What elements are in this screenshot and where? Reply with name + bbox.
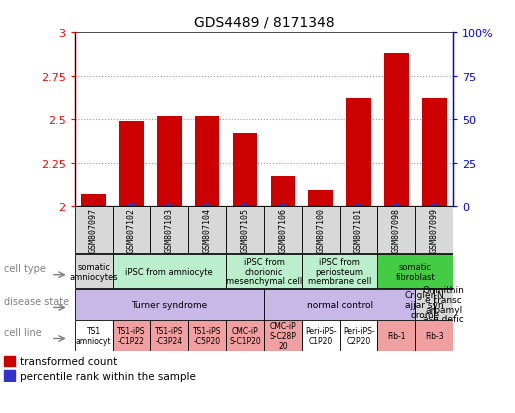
Bar [188, 207, 226, 254]
Bar [302, 320, 340, 351]
Text: GSM807101: GSM807101 [354, 208, 363, 253]
Text: TS1-iPS
-C3P24: TS1-iPS -C3P24 [155, 326, 183, 345]
Bar [264, 290, 415, 320]
Bar [242, 204, 248, 206]
Bar [302, 254, 377, 289]
Text: iPSC from
periosteum
membrane cell: iPSC from periosteum membrane cell [308, 257, 371, 286]
Bar [75, 207, 112, 254]
Bar [308, 191, 333, 206]
Bar [415, 290, 434, 320]
Text: somatic
amniocytes: somatic amniocytes [70, 262, 118, 281]
Text: GSM807099: GSM807099 [430, 208, 439, 253]
Bar [75, 290, 264, 320]
Bar [4, 370, 15, 381]
Bar [226, 254, 302, 289]
Text: GSM807102: GSM807102 [127, 208, 136, 253]
Bar [264, 207, 302, 254]
Bar [75, 254, 112, 289]
Bar [346, 99, 371, 206]
Bar [280, 205, 286, 206]
Text: GSM807104: GSM807104 [203, 208, 212, 253]
Bar [166, 204, 173, 206]
Bar [377, 254, 453, 289]
Bar [75, 320, 112, 351]
Text: iPSC from
chorionic
mesenchymal cell: iPSC from chorionic mesenchymal cell [226, 257, 302, 286]
Text: Turner syndrome: Turner syndrome [131, 300, 208, 309]
Text: CMC-iP
S-C1P20: CMC-iP S-C1P20 [229, 326, 261, 345]
Text: TS1
amniocyt: TS1 amniocyt [76, 326, 111, 345]
Bar [204, 204, 210, 206]
Bar [377, 320, 415, 351]
Bar [270, 177, 295, 206]
Bar [434, 290, 453, 320]
Text: iPSC from amniocyte: iPSC from amniocyte [126, 267, 213, 276]
Text: percentile rank within the sample: percentile rank within the sample [20, 371, 196, 381]
Text: Peri-iPS-
C1P20: Peri-iPS- C1P20 [305, 326, 336, 345]
Bar [150, 207, 188, 254]
Bar [233, 134, 258, 206]
Bar [415, 207, 453, 254]
Text: TS1-iPS
-C1P22: TS1-iPS -C1P22 [117, 326, 146, 345]
Text: CMC-iP
S-C28P
20: CMC-iP S-C28P 20 [269, 321, 296, 350]
Bar [422, 99, 447, 206]
Text: GSM807098: GSM807098 [392, 208, 401, 253]
Bar [384, 54, 409, 206]
Text: GSM807106: GSM807106 [279, 208, 287, 253]
Bar [81, 195, 106, 206]
Bar [112, 320, 150, 351]
Bar [188, 320, 226, 351]
Bar [264, 320, 302, 351]
Text: cell type: cell type [4, 263, 46, 273]
Bar [302, 207, 340, 254]
Bar [195, 116, 219, 206]
Text: Fib-3: Fib-3 [425, 331, 443, 340]
Title: GDS4489 / 8171348: GDS4489 / 8171348 [194, 15, 334, 29]
Bar [226, 207, 264, 254]
Text: Crigler-N
ajjar syn
drome: Crigler-N ajjar syn drome [405, 290, 444, 319]
Text: transformed count: transformed count [20, 356, 117, 366]
Text: GSM807105: GSM807105 [241, 208, 249, 253]
Text: TS1-iPS
-C5P20: TS1-iPS -C5P20 [193, 326, 221, 345]
Bar [431, 204, 437, 206]
Bar [4, 356, 15, 366]
Bar [393, 204, 400, 206]
Text: GSM807103: GSM807103 [165, 208, 174, 253]
Text: Omnithin
e transc
arbamyl
ase defic: Omnithin e transc arbamyl ase defic [423, 285, 465, 324]
Bar [119, 121, 144, 206]
Text: normal control: normal control [306, 300, 373, 309]
Text: GSM807100: GSM807100 [316, 208, 325, 253]
Bar [377, 207, 415, 254]
Bar [157, 116, 182, 206]
Bar [128, 204, 134, 206]
Text: GSM807097: GSM807097 [89, 208, 98, 253]
Text: Peri-iPS-
C2P20: Peri-iPS- C2P20 [343, 326, 374, 345]
Text: Fib-1: Fib-1 [387, 331, 406, 340]
Bar [112, 254, 226, 289]
Bar [355, 204, 362, 206]
Bar [340, 207, 377, 254]
Bar [226, 320, 264, 351]
Bar [340, 320, 377, 351]
Bar [415, 320, 453, 351]
Text: disease state: disease state [4, 297, 69, 306]
Bar [112, 207, 150, 254]
Bar [150, 320, 188, 351]
Text: cell line: cell line [4, 328, 42, 337]
Text: somatic
fibroblast: somatic fibroblast [396, 262, 435, 281]
